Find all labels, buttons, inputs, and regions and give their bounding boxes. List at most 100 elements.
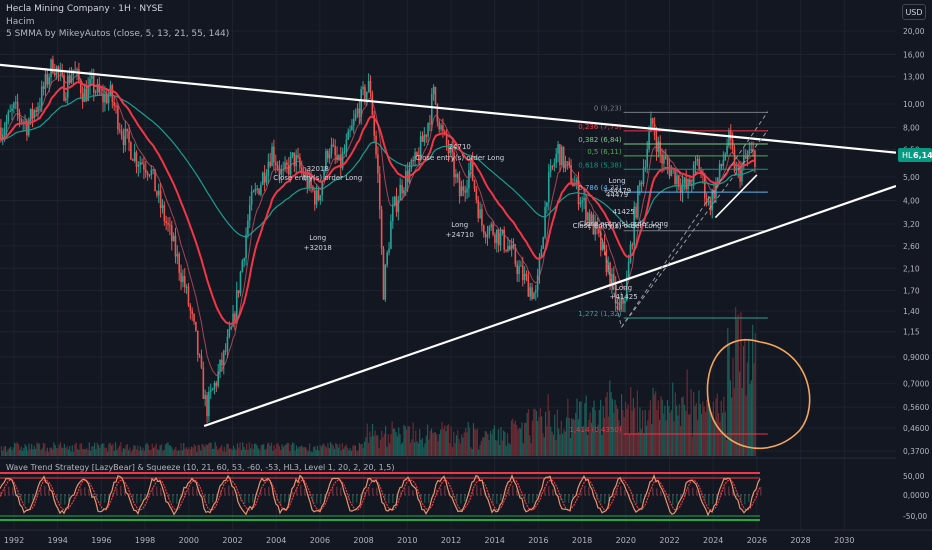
squeeze-bar — [668, 495, 670, 501]
candle-body — [352, 118, 355, 126]
volume-bar — [211, 448, 214, 456]
volume-bar — [446, 425, 448, 456]
currency-button[interactable]: USD — [902, 4, 926, 20]
price-axis[interactable]: 20,0016,0013,0010,008,006,505,004,003,20… — [896, 0, 932, 530]
drawings[interactable] — [0, 63, 897, 450]
candle-body — [518, 266, 520, 275]
squeeze-bar — [212, 495, 214, 503]
candle-body — [449, 148, 452, 154]
candle-body — [286, 162, 288, 165]
volume-bar — [413, 442, 416, 456]
volume-bar — [265, 448, 267, 456]
volume-bar — [438, 434, 440, 456]
candle-body — [356, 108, 359, 114]
volume-bar — [614, 399, 616, 456]
volume-bar — [244, 449, 246, 456]
candle-body — [217, 371, 219, 386]
candle-body — [130, 142, 132, 160]
candle-body — [154, 169, 156, 192]
volume-bar — [358, 442, 360, 456]
candle-body — [696, 159, 699, 161]
time-axis[interactable]: 1992 1994 1996 1998 2000 2002 2004 2006 2008 2010… — [0, 529, 932, 545]
volume-bar — [116, 450, 118, 456]
volume-bar — [20, 446, 22, 456]
time-tick-label: 2022 — [659, 536, 679, 545]
volume-bar — [635, 432, 637, 456]
volume-bar — [641, 410, 644, 456]
squeeze-bar — [40, 488, 42, 496]
candle-body — [436, 103, 439, 122]
volume-bar — [492, 428, 494, 456]
candle-body — [250, 191, 253, 205]
volume-bar — [326, 447, 328, 456]
candle-body — [334, 146, 336, 156]
candle-body — [48, 77, 50, 85]
squeeze-bar — [440, 488, 442, 496]
squeeze-bar — [120, 485, 122, 496]
volume-bar — [746, 362, 749, 456]
candle-body — [211, 388, 214, 391]
candle-body — [482, 225, 485, 234]
volume-bar — [683, 404, 686, 456]
volume-bar — [533, 409, 535, 456]
volume-bar — [175, 446, 177, 456]
squeeze-bar — [256, 494, 258, 496]
candle-body — [391, 204, 394, 222]
volume-bar — [311, 451, 313, 456]
candle-body — [94, 91, 97, 93]
candle-body — [185, 286, 188, 288]
volume-bar — [114, 442, 117, 456]
candle-body — [287, 164, 290, 175]
squeeze-bar — [520, 495, 522, 497]
volume-bar — [113, 450, 115, 456]
candle-body — [169, 224, 171, 226]
oscillator-indicator-label[interactable]: Wave Trend Strategy [LazyBear] & Squeeze… — [6, 463, 395, 472]
squeeze-bar — [232, 490, 234, 496]
candle-body — [429, 123, 431, 125]
volume-bar — [609, 380, 611, 456]
price-tick-label: 10,00 — [903, 100, 925, 109]
candle-body — [102, 93, 104, 103]
squeeze-bar — [8, 486, 10, 496]
volume-bar — [126, 444, 128, 456]
volume-bar — [260, 445, 262, 456]
candle-body — [304, 174, 307, 179]
volume-indicator-label[interactable]: Hacim — [6, 17, 35, 27]
candle-body — [297, 155, 299, 158]
volume-bar — [725, 440, 728, 456]
candle-body — [516, 264, 519, 275]
ma-indicator-label[interactable]: 5 SMMA by MikeyAutos (close, 5, 13, 21, … — [6, 29, 230, 39]
volume-bar — [185, 447, 187, 456]
candle-body — [681, 183, 684, 193]
price-axis-bg — [896, 0, 932, 530]
volume-bar — [264, 449, 266, 456]
candle-body — [644, 167, 647, 169]
volume-bar — [568, 418, 570, 456]
volume-bar — [652, 387, 654, 456]
candle-body — [542, 237, 545, 249]
candle-body — [165, 221, 167, 224]
volume-bar — [57, 448, 59, 456]
volume-bar — [50, 447, 52, 456]
squeeze-bar — [112, 492, 114, 496]
volume-bar — [703, 406, 705, 456]
symbol-title[interactable]: Hecla Mining Company · 1H · NYSE — [6, 4, 163, 14]
candle-body — [280, 169, 283, 175]
candle-body — [122, 135, 125, 146]
volume-bar — [312, 447, 315, 456]
squeeze-bar — [156, 486, 158, 496]
volume-bar — [91, 446, 93, 456]
price-tick-label: 1,70 — [903, 287, 920, 296]
volume-bar — [222, 451, 224, 456]
candle-body — [460, 186, 463, 197]
volume-bar — [740, 312, 742, 456]
candle-body — [364, 86, 366, 101]
last-price-badge: HL 6,14 — [898, 148, 932, 162]
volume-bar — [548, 410, 551, 456]
volume-bar — [678, 404, 680, 456]
candle-body — [737, 167, 740, 169]
volume-bar — [488, 440, 490, 456]
candle-body — [371, 93, 374, 115]
trade-exit-qty: 24710 — [449, 143, 471, 151]
